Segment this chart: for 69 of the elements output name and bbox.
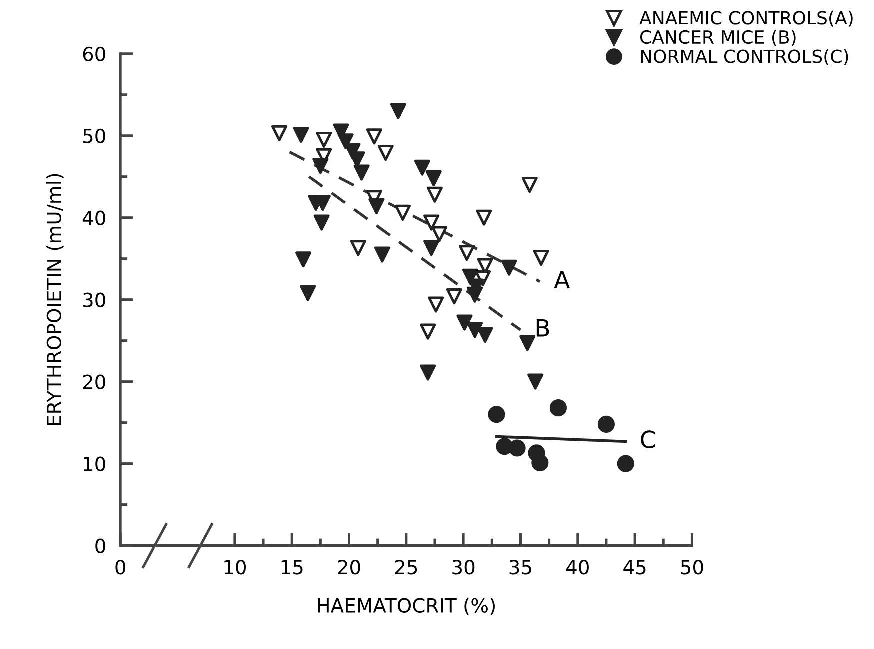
point [354, 164, 370, 181]
point [374, 246, 390, 263]
y-tick-label: 20 [83, 374, 106, 390]
point [296, 252, 312, 268]
point [476, 210, 492, 226]
point [426, 186, 444, 203]
point [533, 250, 550, 266]
point [550, 400, 567, 417]
point [508, 440, 526, 457]
point [428, 296, 444, 313]
x-axis-title: HAEMATOCRIT (%) [318, 598, 495, 616]
x-tick-label: 30 [452, 560, 475, 575]
x-tick-label: 45 [624, 560, 646, 575]
point [316, 132, 332, 148]
y-tick-label: 50 [83, 128, 106, 144]
point [420, 364, 436, 381]
point [390, 103, 406, 120]
x-tick-label: 10 [224, 560, 246, 575]
point [501, 260, 518, 276]
point [368, 198, 385, 214]
point [378, 145, 394, 162]
x-tick-label: 20 [338, 560, 360, 575]
point [488, 406, 506, 424]
y-axis-title: ERYTHROPOIETIN (mU/ml) [46, 174, 64, 426]
point [414, 160, 430, 176]
x-tick-label: 35 [510, 560, 532, 575]
legend-label: CANCER MICE (B) [640, 30, 796, 46]
x-tick-label: 15 [282, 560, 303, 575]
point [466, 322, 484, 338]
y-tick-label: 10 [84, 456, 106, 472]
point [466, 286, 484, 303]
point [338, 134, 354, 150]
point [312, 158, 329, 174]
point [446, 288, 462, 305]
point [293, 127, 310, 144]
annotation: C [641, 430, 655, 449]
point [394, 204, 411, 221]
point [598, 416, 615, 433]
point [424, 240, 440, 256]
annotation: A [554, 271, 570, 288]
point [420, 324, 436, 340]
annotation: B [536, 319, 550, 337]
point [350, 240, 366, 256]
point [424, 214, 440, 231]
point [477, 327, 494, 344]
point [617, 455, 634, 472]
y-tick-label: 0 [96, 538, 106, 554]
x-tick-label: 40 [566, 560, 589, 575]
x-tick-label: 25 [395, 560, 418, 575]
point [528, 374, 544, 390]
point [366, 128, 382, 145]
y-tick-label: 30 [83, 292, 106, 308]
x-tick-label: 50 [681, 560, 704, 575]
point [314, 195, 331, 212]
point [426, 170, 442, 187]
point [314, 214, 330, 231]
point [300, 285, 316, 302]
x-tick-label: 0 [116, 560, 126, 575]
point [520, 335, 536, 352]
point [532, 454, 549, 472]
legend-label: ANAEMIC CONTROLS(A) [640, 10, 853, 27]
y-tick-label: 60 [83, 46, 106, 62]
point [432, 226, 448, 242]
point [271, 125, 288, 142]
point [456, 314, 473, 331]
point [522, 177, 538, 194]
point [458, 245, 476, 262]
legend-label: NORMAL CONTROLS(C) [641, 49, 848, 66]
y-tick-label: 40 [82, 210, 106, 226]
